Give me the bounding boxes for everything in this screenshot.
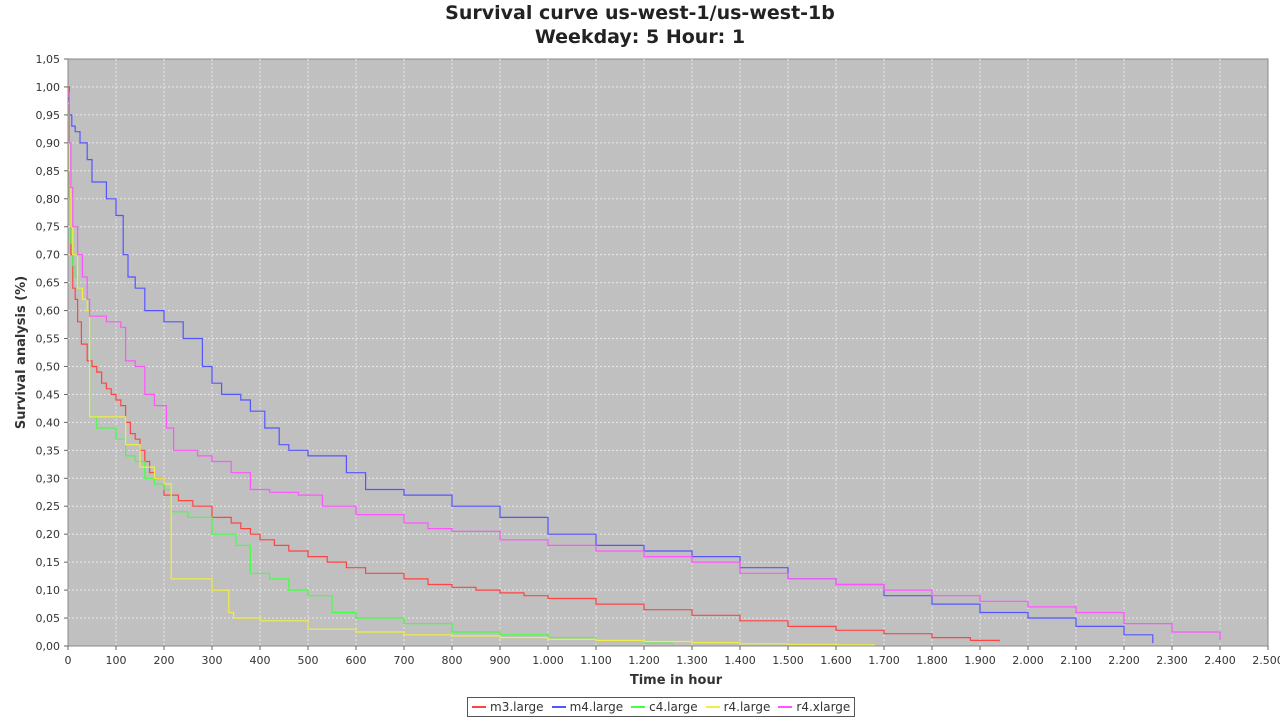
y-tick-label: 0,05 bbox=[36, 612, 61, 625]
x-tick-label: 300 bbox=[202, 654, 223, 667]
x-tick-label: 1.300 bbox=[676, 654, 708, 667]
y-tick-label: 0,20 bbox=[36, 528, 61, 541]
y-tick-label: 0,70 bbox=[36, 249, 61, 262]
x-axis-label: Time in hour bbox=[630, 673, 723, 688]
x-tick-label: 2.400 bbox=[1204, 654, 1236, 667]
y-tick-label: 1,00 bbox=[36, 81, 61, 94]
y-tick-label: 0,35 bbox=[36, 444, 61, 457]
x-tick-label: 1.800 bbox=[916, 654, 948, 667]
y-tick-label: 0,40 bbox=[36, 416, 61, 429]
x-tick-label: 900 bbox=[490, 654, 511, 667]
legend-label: m4.large bbox=[569, 700, 624, 714]
x-tick-label: 2.500 bbox=[1252, 654, 1280, 667]
series-line-r4-xlarge bbox=[68, 91, 1221, 641]
x-tick-label: 1.400 bbox=[724, 654, 756, 667]
x-tick-label: 1.100 bbox=[580, 654, 612, 667]
x-tick-label: 700 bbox=[394, 654, 415, 667]
y-tick-label: 0,00 bbox=[36, 640, 61, 653]
y-axis-label: Survival analysis (%) bbox=[14, 276, 29, 429]
y-tick-label: 0,30 bbox=[36, 472, 61, 485]
x-tick-label: 1.600 bbox=[820, 654, 852, 667]
y-tick-label: 0,95 bbox=[36, 109, 61, 122]
x-tick-label: 1.900 bbox=[964, 654, 996, 667]
legend-swatch bbox=[778, 706, 793, 708]
y-tick-label: 0,90 bbox=[36, 137, 61, 150]
y-tick-label: 0,75 bbox=[36, 221, 61, 234]
chart-subtitle: Weekday: 5 Hour: 1 bbox=[534, 26, 746, 48]
y-tick-label: 0,80 bbox=[36, 193, 61, 206]
y-tick-label: 0,15 bbox=[36, 556, 61, 569]
x-tick-label: 2.100 bbox=[1060, 654, 1092, 667]
y-tick-label: 0,45 bbox=[36, 388, 61, 401]
x-tick-label: 2.300 bbox=[1156, 654, 1188, 667]
legend-swatch bbox=[705, 706, 720, 708]
legend-item: r4.large bbox=[705, 700, 771, 714]
x-tick-label: 800 bbox=[442, 654, 463, 667]
x-tick-label: 400 bbox=[250, 654, 271, 667]
x-tick-label: 2.000 bbox=[1012, 654, 1044, 667]
legend-swatch bbox=[472, 706, 486, 708]
y-tick-label: 0,65 bbox=[36, 277, 61, 290]
x-tick-label: 1.200 bbox=[628, 654, 660, 667]
series-line-r4-large bbox=[68, 103, 875, 646]
legend-label: c4.large bbox=[649, 700, 698, 714]
y-tick-label: 0,55 bbox=[36, 333, 61, 346]
legend-item: m4.large bbox=[551, 700, 624, 714]
x-tick-label: 600 bbox=[346, 654, 367, 667]
x-tick-label: 500 bbox=[298, 654, 319, 667]
legend-swatch bbox=[551, 706, 566, 708]
plot-area bbox=[67, 58, 1269, 647]
legend-label: m3.large bbox=[490, 700, 544, 714]
legend-item: m3.large bbox=[472, 700, 544, 714]
x-tick-label: 0 bbox=[65, 654, 72, 667]
x-tick-label: 1.700 bbox=[868, 654, 900, 667]
y-tick-label: 0,50 bbox=[36, 360, 61, 373]
x-tick-label: 1.500 bbox=[772, 654, 804, 667]
y-tick-label: 0,25 bbox=[36, 500, 61, 513]
legend-item: r4.xlarge bbox=[778, 700, 850, 714]
legend: m3.large m4.large c4.large r4.large r4.xlarg… bbox=[467, 697, 856, 717]
legend-label: r4.large bbox=[723, 700, 771, 714]
y-tick-label: 0,10 bbox=[36, 584, 61, 597]
legend-swatch bbox=[631, 706, 646, 708]
x-tick-label: 1.000 bbox=[532, 654, 564, 667]
legend-label: r4.xlarge bbox=[796, 700, 851, 714]
legend-item: c4.large bbox=[631, 700, 698, 714]
x-tick-label: 2.200 bbox=[1108, 654, 1140, 667]
y-tick-label: 1,05 bbox=[36, 53, 61, 66]
chart-title: Survival curve us-west-1/us-west-1b bbox=[445, 2, 835, 24]
y-tick-label: 0,60 bbox=[36, 305, 61, 318]
x-tick-label: 100 bbox=[106, 654, 127, 667]
x-tick-label: 200 bbox=[154, 654, 175, 667]
y-tick-label: 0,85 bbox=[36, 165, 61, 178]
series-line-m3-large bbox=[68, 86, 1000, 642]
